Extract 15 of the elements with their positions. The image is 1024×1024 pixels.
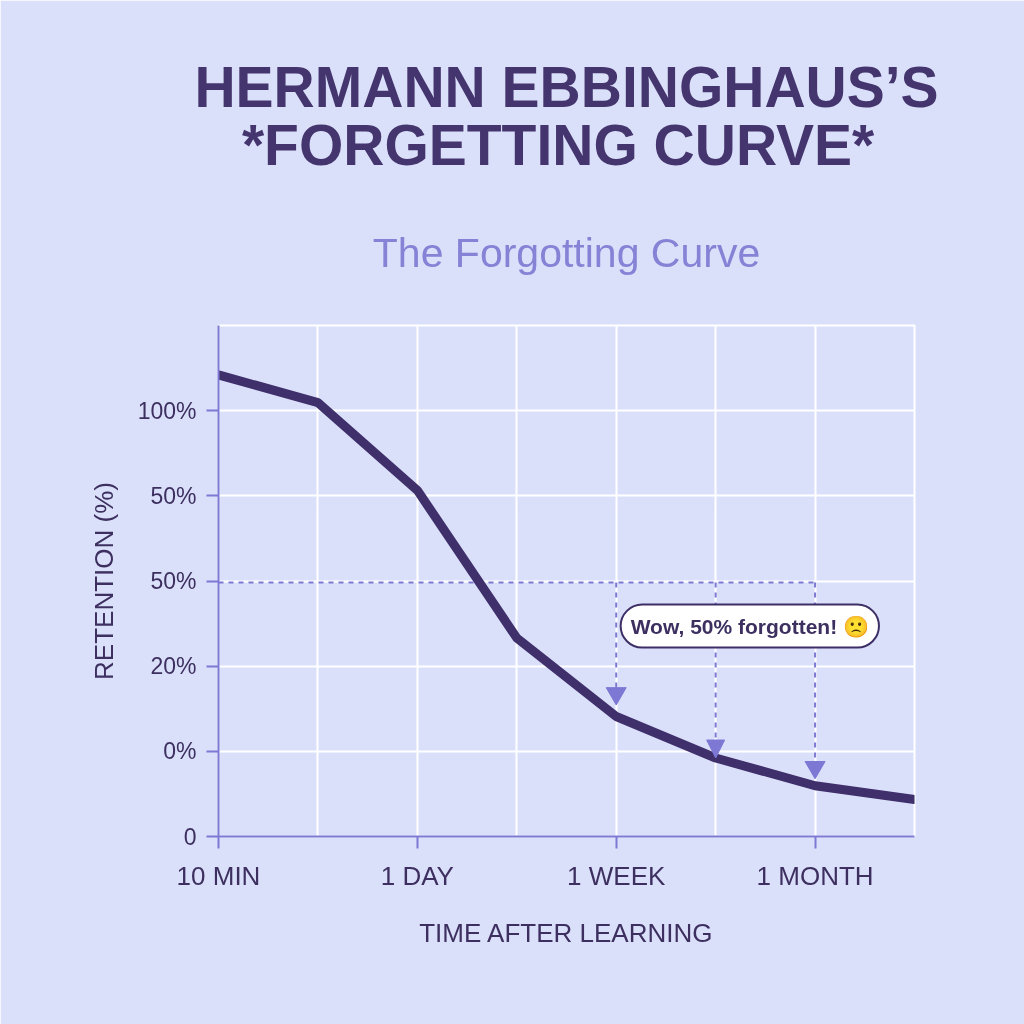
ref-line-label: Wow, 50% forgotten! 🙁 <box>630 614 869 638</box>
x-tick-label: 10 MIN <box>176 860 261 891</box>
text: 50% <box>150 568 197 594</box>
text: 50% <box>150 482 197 509</box>
x-axis-title: TIME AFTER LEARNING <box>419 917 713 948</box>
text: 0% <box>163 738 197 765</box>
text: 0 <box>183 823 197 850</box>
x-tick-label: 1 WEEK <box>567 860 666 891</box>
text: 20% <box>150 653 197 680</box>
x-tick-label: 1 MONTH <box>756 860 874 891</box>
chart-title: HERMANN EBBINGHAUS’S *FORGETTING CURVE* <box>194 54 939 178</box>
chart-subtitle: The Forgotting Curve <box>372 229 761 276</box>
text: 100% <box>137 397 197 424</box>
x-tick-label: 1 DAY <box>380 860 454 891</box>
y-axis-title: RETENTION (%) <box>88 482 119 680</box>
